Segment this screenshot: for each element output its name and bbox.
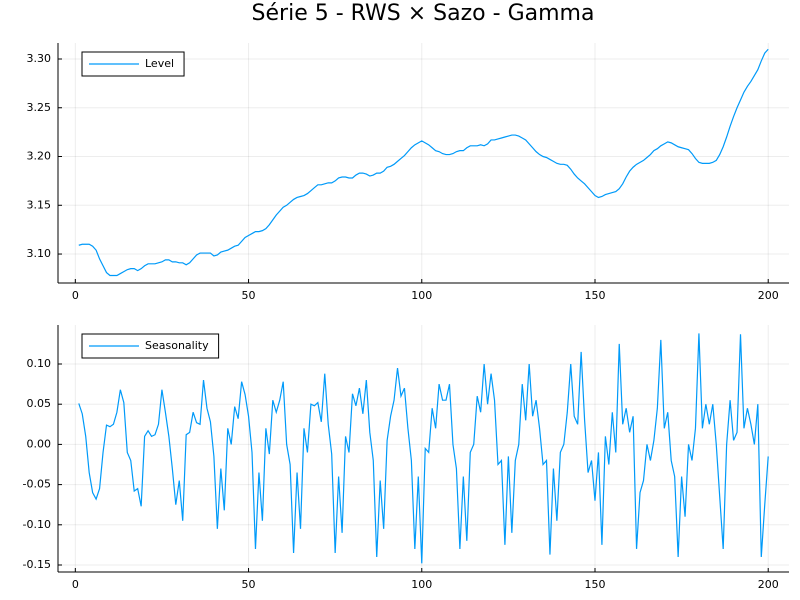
y-tick-label: -0.15 xyxy=(23,558,51,571)
x-tick-label: 200 xyxy=(758,578,779,591)
x-tick-label: 150 xyxy=(584,578,605,591)
y-tick-label: -0.10 xyxy=(23,518,51,531)
y-tick-label: 0.10 xyxy=(27,357,52,370)
x-tick-label: 0 xyxy=(72,289,79,302)
chart-title: Série 5 - RWS × Sazo - Gamma xyxy=(252,1,595,26)
x-tick-label: 50 xyxy=(242,289,256,302)
legend-label: Seasonality xyxy=(145,339,209,352)
y-tick-label: 0.00 xyxy=(27,437,52,450)
line xyxy=(78,48,769,277)
x-tick-label: 50 xyxy=(242,578,256,591)
y-tick-label: 3.30 xyxy=(27,52,52,65)
x-tick-label: 200 xyxy=(758,289,779,302)
legend-label: Level xyxy=(145,57,174,70)
x-tick-label: 0 xyxy=(72,578,79,591)
x-tick-label: 100 xyxy=(411,578,432,591)
line xyxy=(78,333,769,564)
legend: Level xyxy=(81,51,185,77)
x-tick-label: 100 xyxy=(411,289,432,302)
y-tick-label: -0.05 xyxy=(23,478,51,491)
legend: Seasonality xyxy=(81,333,220,359)
y-tick-label: 3.25 xyxy=(27,101,52,114)
y-tick-label: 0.05 xyxy=(27,397,52,410)
y-tick-label: 3.20 xyxy=(27,150,52,163)
y-tick-label: 3.10 xyxy=(27,247,52,260)
x-tick-label: 150 xyxy=(584,289,605,302)
y-tick-label: 3.15 xyxy=(27,198,52,211)
